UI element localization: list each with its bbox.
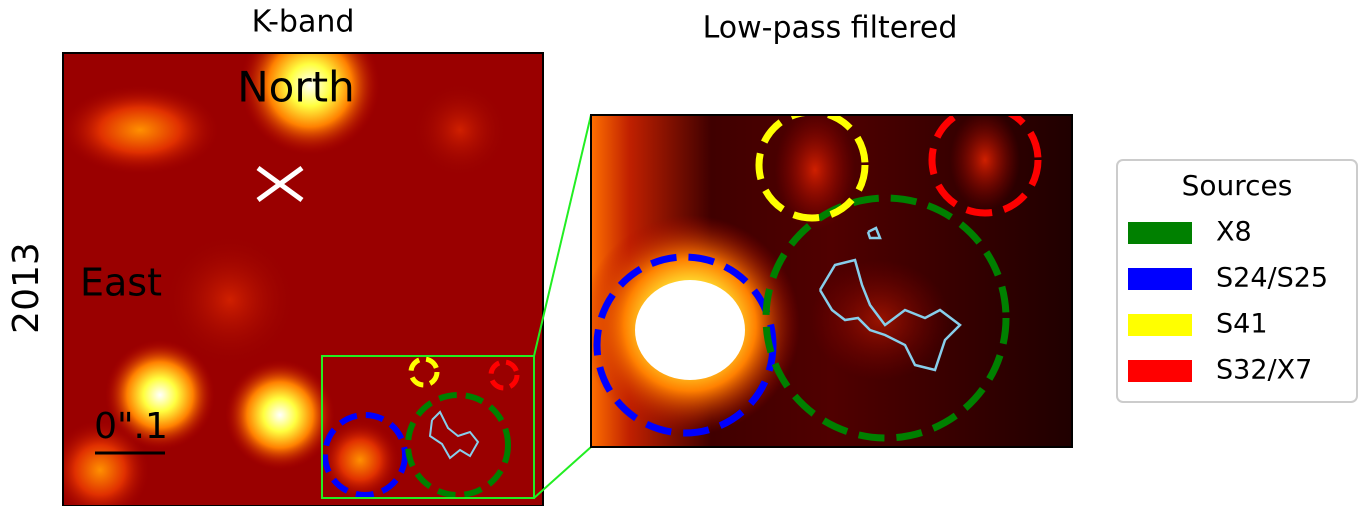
star [60, 85, 220, 175]
star [950, 110, 1020, 210]
panel-title: Low-pass filtered [703, 11, 958, 46]
panel-title: K-band [252, 5, 355, 40]
legend-label: S24/S25 [1216, 263, 1328, 294]
scale-label: 0".1 [94, 406, 168, 447]
legend-label: X8 [1216, 217, 1252, 248]
east-label: East [80, 261, 162, 305]
star [410, 80, 510, 180]
star-core [635, 280, 745, 380]
row-label: 2013 [6, 242, 47, 334]
star [160, 230, 300, 370]
figure: K-band Low-pass filtered 2013 North East… [0, 0, 1365, 506]
legend-swatch [1128, 222, 1192, 244]
legend-swatch [1128, 268, 1192, 290]
legend-swatch [1128, 360, 1192, 382]
page: {"left_panel": {"title": "K-band", "row_… [0, 0, 1365, 506]
north-label: North [237, 63, 354, 112]
legend-label: S32/X7 [1216, 355, 1312, 386]
legend-title: Sources [1182, 169, 1293, 202]
filtered-image [580, 107, 1072, 447]
legend-label: S41 [1216, 309, 1268, 340]
star [225, 360, 335, 470]
legend-swatch [1128, 314, 1192, 336]
